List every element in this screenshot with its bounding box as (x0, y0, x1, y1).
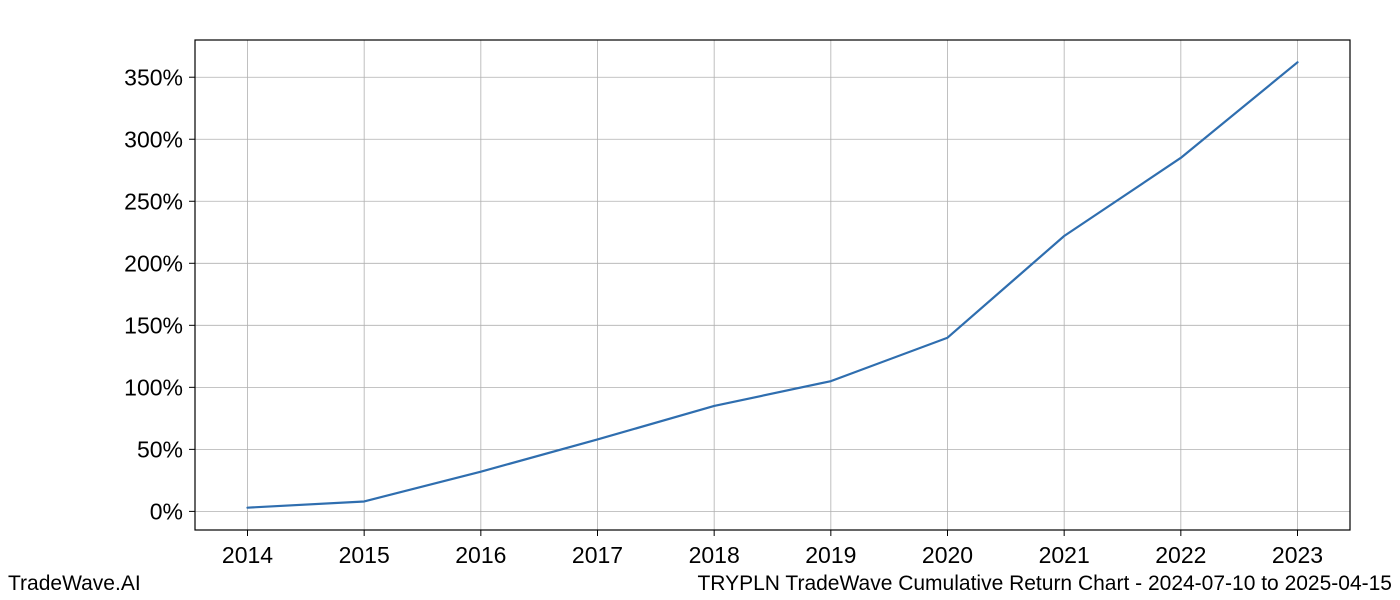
xtick-label: 2014 (222, 542, 273, 568)
xtick-label: 2016 (455, 542, 506, 568)
ytick-label: 150% (124, 312, 183, 338)
ytick-label: 100% (124, 374, 183, 400)
chart-background (0, 0, 1400, 600)
ytick-label: 0% (150, 498, 183, 524)
ytick-label: 300% (124, 126, 183, 152)
xtick-label: 2017 (572, 542, 623, 568)
footer-left: TradeWave.AI (8, 572, 141, 596)
line-chart: 2014 2015 2016 2017 2018 2019 2020 2021 2022 2023… (0, 0, 1400, 600)
chart-container: 2014 2015 2016 2017 2018 2019 2020 2021 2022 2023… (0, 0, 1400, 600)
xtick-label: 2023 (1272, 542, 1323, 568)
xtick-label: 2018 (689, 542, 740, 568)
footer-right: TRYPLN TradeWave Cumulative Return Chart… (697, 572, 1392, 596)
xtick-label: 2015 (339, 542, 390, 568)
xtick-label: 2019 (805, 542, 856, 568)
xtick-label: 2020 (922, 542, 973, 568)
ytick-label: 200% (124, 250, 183, 276)
ytick-label: 50% (137, 436, 183, 462)
footer: TradeWave.AI TRYPLN TradeWave Cumulative… (0, 570, 1400, 600)
xtick-label: 2021 (1039, 542, 1090, 568)
ytick-label: 350% (124, 64, 183, 90)
xtick-label: 2022 (1155, 542, 1206, 568)
ytick-label: 250% (124, 188, 183, 214)
